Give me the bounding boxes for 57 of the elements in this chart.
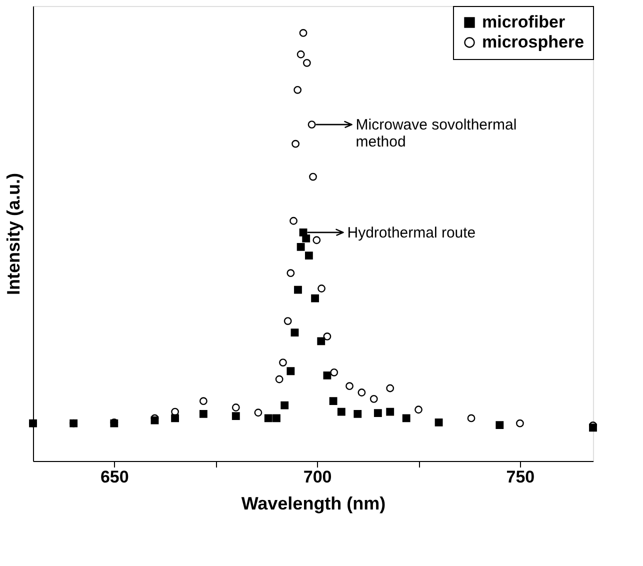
point (232, 404, 240, 412)
point (386, 384, 394, 392)
annotation: Hydrothermal route (347, 224, 476, 242)
point (286, 367, 295, 376)
point (311, 294, 319, 302)
point (296, 243, 305, 251)
point (304, 252, 313, 260)
point (275, 375, 284, 384)
point (516, 419, 524, 428)
point (294, 86, 302, 94)
point (354, 410, 362, 418)
x-axis-title: Wavelength (nm) (241, 494, 386, 514)
point (264, 414, 272, 422)
point (290, 216, 298, 225)
point (467, 414, 476, 422)
point (299, 29, 308, 37)
x-tick-label: 650 (100, 468, 129, 486)
point (286, 269, 295, 278)
point (292, 140, 300, 148)
point (337, 408, 346, 416)
point (496, 421, 504, 429)
point (280, 401, 289, 410)
point (302, 58, 311, 67)
point (370, 394, 378, 403)
point (279, 358, 287, 366)
point (272, 414, 280, 422)
point (296, 50, 305, 58)
point (323, 371, 332, 380)
point (386, 408, 394, 416)
point (284, 317, 292, 325)
point (402, 414, 410, 422)
x-tick-label: 700 (303, 468, 332, 486)
point (318, 284, 326, 292)
x-tick-label: 750 (506, 468, 535, 486)
point (294, 286, 302, 294)
point (317, 337, 326, 346)
point (302, 234, 310, 242)
point (171, 414, 179, 422)
annotation: Microwave sovolthermal method (356, 116, 517, 151)
legend-label: microsphere (482, 32, 584, 52)
point (232, 412, 240, 420)
legend-label: microfiber (482, 12, 566, 32)
point (199, 410, 208, 418)
point (309, 172, 317, 181)
point (330, 368, 338, 376)
point (329, 397, 338, 406)
point (199, 397, 208, 406)
point (358, 388, 366, 396)
point (434, 418, 443, 426)
point (374, 409, 382, 418)
point (254, 408, 262, 417)
point (312, 236, 321, 244)
point (323, 332, 332, 340)
y-axis-title: Intensity (a.u.) (4, 172, 24, 296)
point (346, 382, 354, 390)
point (290, 328, 299, 337)
point (414, 406, 422, 414)
